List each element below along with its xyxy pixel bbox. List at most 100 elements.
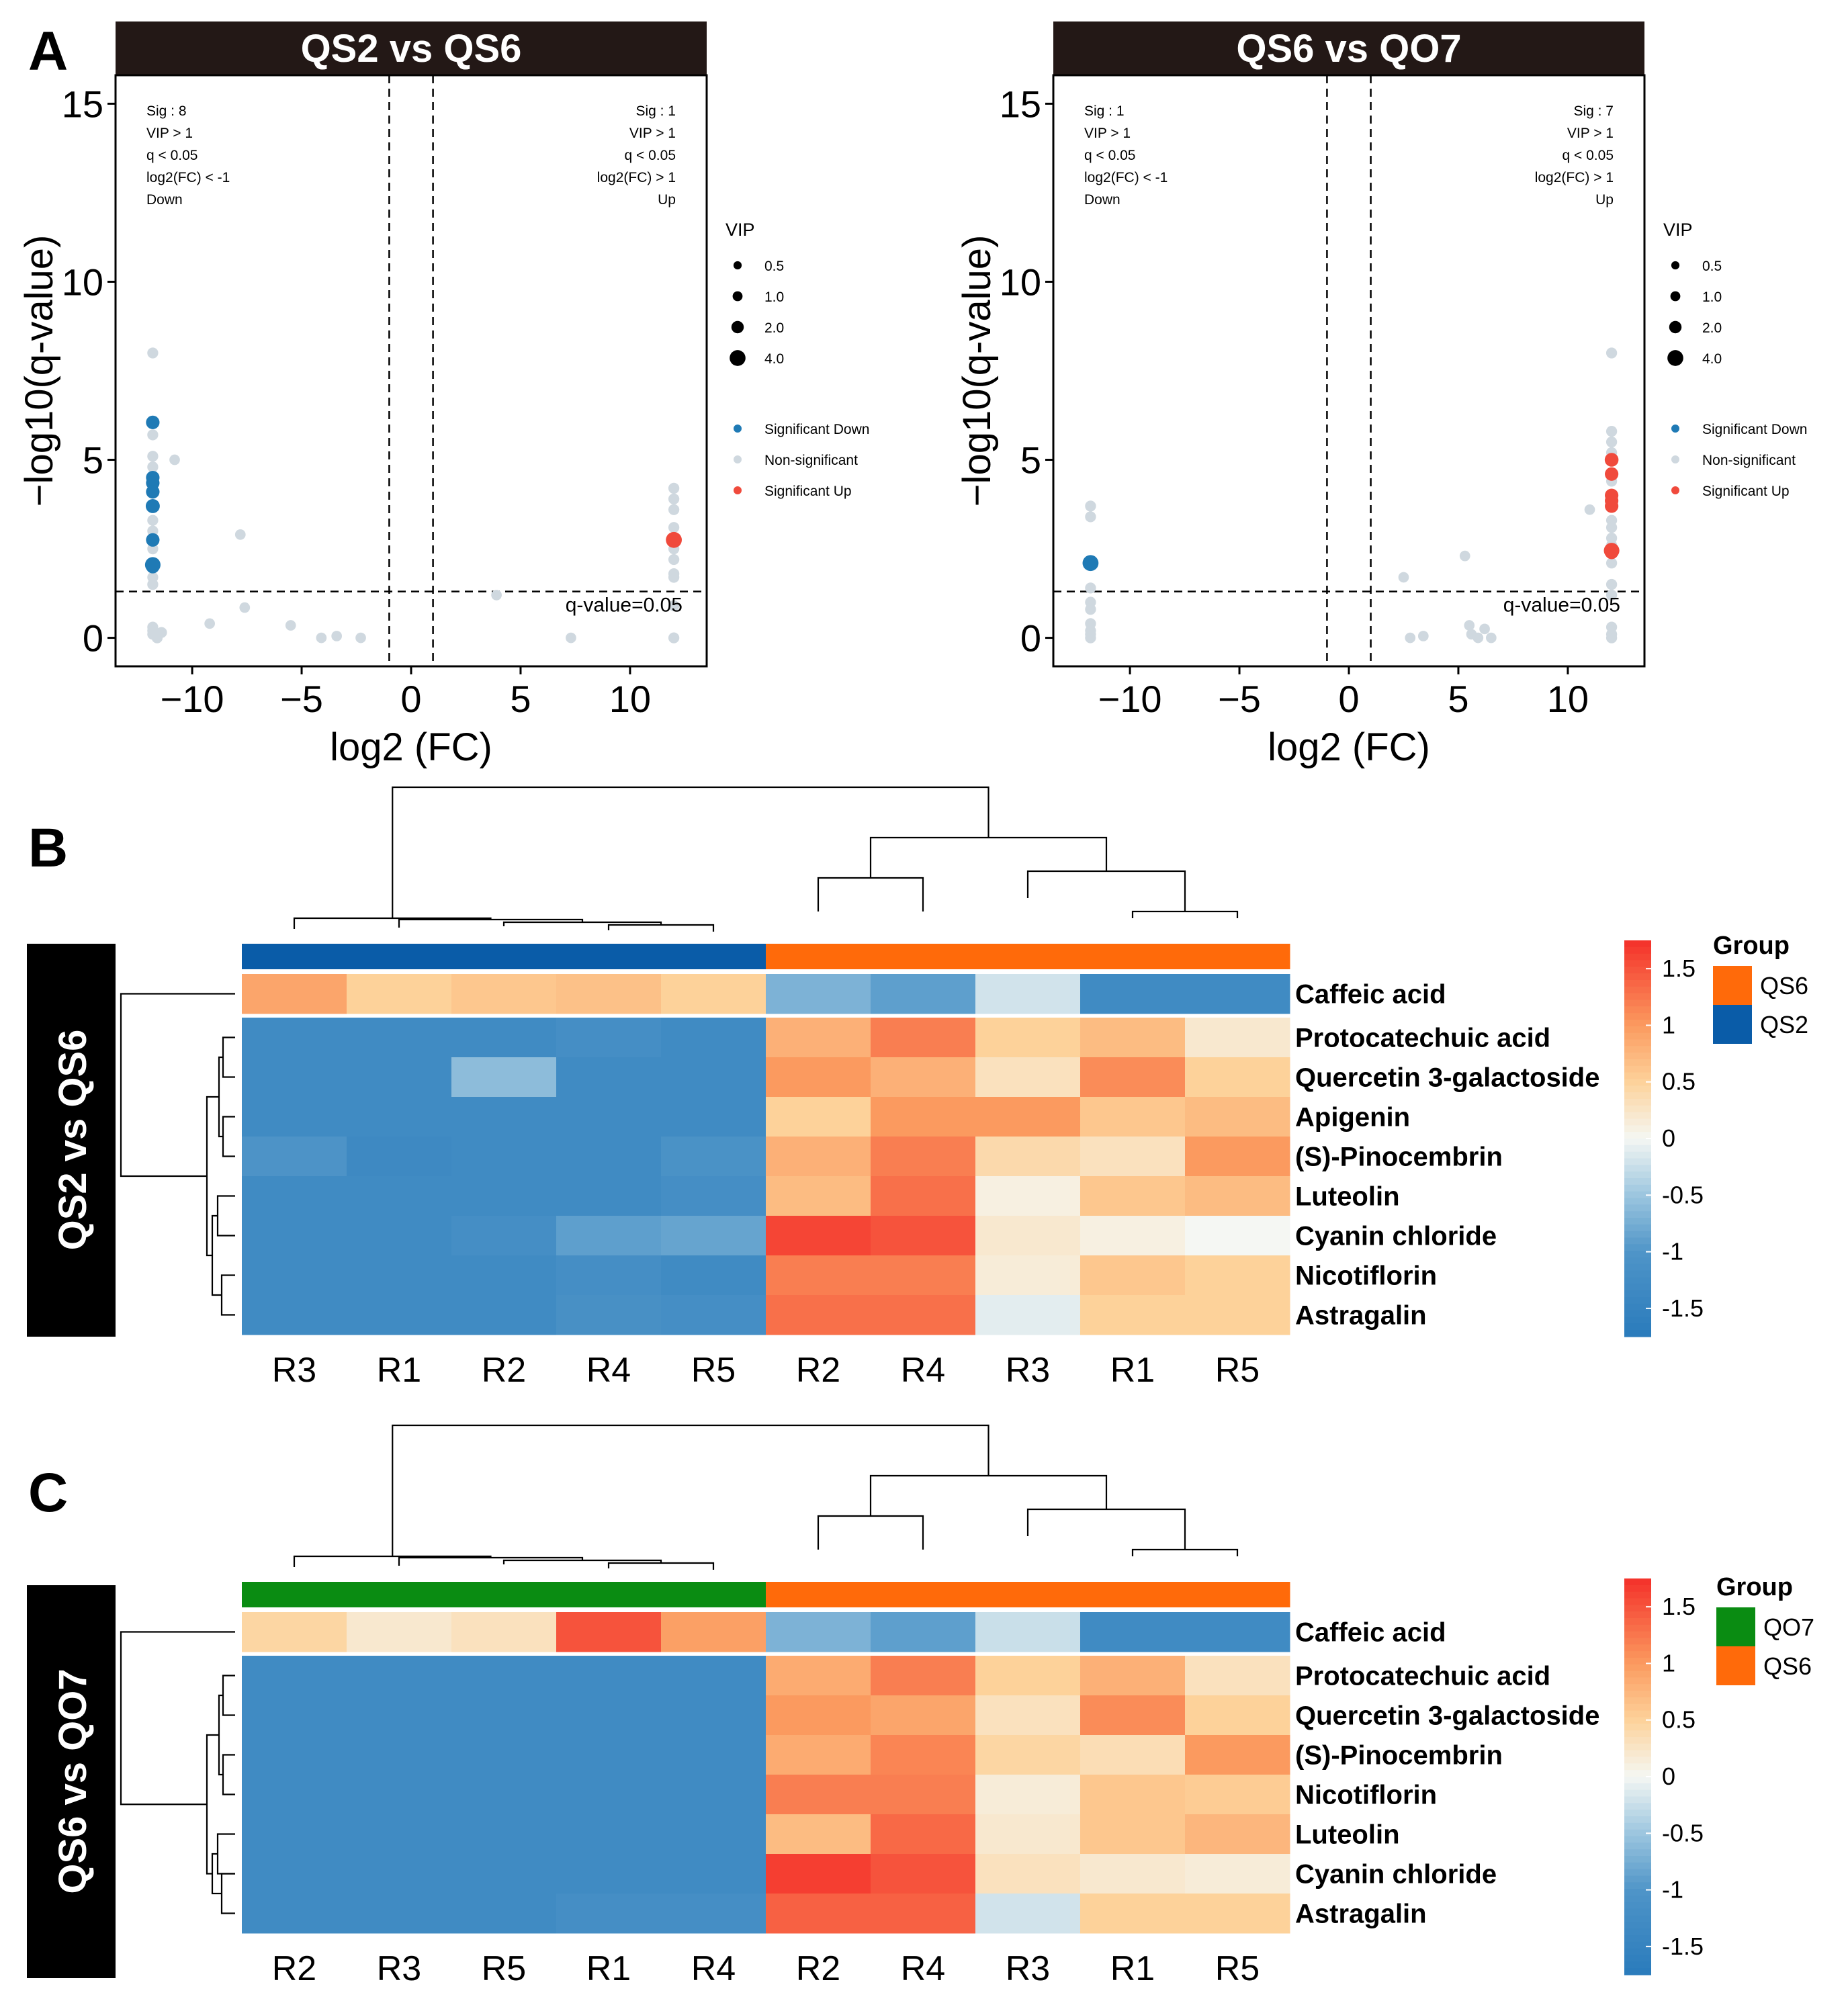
threshold-label: q-value=0.05 — [566, 594, 683, 617]
colorbar-segment — [1624, 1724, 1651, 1731]
row-label: Apigenin — [1295, 1103, 1410, 1132]
heatmap-cell — [661, 1097, 766, 1137]
panel-letter-b: B — [28, 817, 68, 879]
heatmap-cell — [242, 1612, 347, 1652]
colorbar-segment — [1624, 1158, 1651, 1165]
colorbar-segment — [1624, 1046, 1651, 1053]
heatmap-cell — [1185, 1894, 1290, 1934]
colorbar-segment — [1624, 1789, 1651, 1797]
heatmap-cell — [766, 1137, 871, 1177]
colorbar-segment — [1624, 1224, 1651, 1232]
legend-vip-dot — [1670, 291, 1681, 302]
colorbar-segment — [1624, 1310, 1651, 1318]
data-point — [1085, 604, 1096, 615]
data-point — [1405, 632, 1416, 643]
dendrogram-branch — [222, 1754, 235, 1795]
heatmap-cell — [1080, 1695, 1186, 1736]
colorbar-segment — [1624, 1204, 1651, 1212]
heatmap-cell — [1080, 1894, 1186, 1934]
colorbar-segment — [1624, 986, 1651, 994]
volcano-title: QS2 vs QS6 — [301, 27, 522, 71]
heatmap-cell — [451, 1176, 557, 1216]
data-point — [1472, 632, 1484, 643]
heatmap-cell — [661, 1695, 766, 1736]
heatmap-cell — [347, 1097, 452, 1137]
legend-vip-label: 4.0 — [1702, 351, 1722, 367]
heatmap-cell — [661, 1814, 766, 1855]
annotation-up: log2(FC) > 1 — [1535, 170, 1614, 185]
heatmap-cell — [242, 1735, 347, 1775]
y-tick-label: 15 — [62, 83, 103, 125]
legend-class-dot — [1671, 455, 1679, 463]
legend-vip-label: 0.5 — [764, 259, 784, 274]
heatmap-cell — [661, 1255, 766, 1296]
x-tick-label: −10 — [1098, 678, 1162, 720]
data-point — [147, 578, 159, 590]
data-point — [666, 531, 682, 548]
colorbar-segment — [1624, 1257, 1651, 1265]
annotation-down: VIP > 1 — [1084, 126, 1131, 141]
x-tick-label: 5 — [1448, 678, 1468, 720]
group-annotation-cell — [347, 1582, 452, 1607]
data-point — [668, 482, 680, 494]
heatmap-cell — [451, 1255, 557, 1296]
data-point — [146, 415, 160, 429]
dendrogram-branch — [392, 1424, 989, 1556]
colorbar-segment — [1624, 1132, 1651, 1139]
volcano-title: QS6 vs QO7 — [1236, 27, 1461, 71]
heatmap-cell — [1185, 1295, 1290, 1335]
heatmap-cell — [871, 1814, 976, 1855]
heatmap-cell — [347, 1216, 452, 1256]
heatmap-cell — [975, 1695, 1081, 1736]
data-point — [566, 632, 576, 643]
colorbar-segment — [1624, 1763, 1651, 1771]
heatmap-cell — [451, 974, 557, 1014]
group-annotation-cell — [347, 944, 452, 969]
colorbar-tick-label: 0.5 — [1662, 1068, 1696, 1096]
colorbar-segment — [1624, 1875, 1651, 1883]
annotation-up: q < 0.05 — [625, 148, 676, 163]
heatmap-cell — [1080, 1775, 1186, 1815]
colorbar-segment — [1624, 1270, 1651, 1278]
heatmap-cell — [1185, 1216, 1290, 1256]
legend-vip-label: 2.0 — [764, 320, 784, 336]
data-point — [147, 461, 159, 473]
annotation-down: Sig : 1 — [1084, 103, 1125, 119]
heatmap-cell — [871, 1695, 976, 1736]
heatmap-cell — [975, 1295, 1081, 1335]
volcano-plot-area — [1052, 74, 1646, 668]
heatmap-cell — [766, 1176, 871, 1216]
heatmap-cell — [1080, 1814, 1186, 1855]
heatmap-qs6-vs-qo7: QS6 vs QO7 Caffeic acid Protocatechuic ac… — [27, 1424, 1814, 1988]
heatmap-cell — [451, 1018, 557, 1058]
heatmap-cell — [871, 1854, 976, 1894]
legend-vip-label: 0.5 — [1702, 259, 1722, 274]
side-label: QS2 vs QS6 — [51, 1030, 95, 1251]
heatmap-cell — [556, 1057, 662, 1098]
heatmap-cell — [1185, 1176, 1290, 1216]
heatmap-cell — [242, 974, 347, 1014]
colorbar-segment — [1624, 960, 1651, 967]
colorbar-segment — [1624, 1105, 1651, 1113]
data-point — [1605, 499, 1619, 513]
colorbar-segment — [1624, 1598, 1651, 1605]
dendrogram-branch — [1026, 870, 1186, 911]
heatmap-cell — [556, 1854, 662, 1894]
row-label: Nicotiflorin — [1295, 1781, 1437, 1810]
annotation-up: VIP > 1 — [629, 126, 676, 141]
colorbar-tick-label: 1.5 — [1662, 1593, 1696, 1620]
colorbar-segment — [1624, 1624, 1651, 1632]
colorbar-segment — [1624, 1730, 1651, 1738]
dendrogram-branch — [392, 786, 989, 918]
side-label-box — [27, 944, 116, 1337]
heatmap-cell — [766, 1097, 871, 1137]
colorbar-segment — [1624, 1889, 1651, 1896]
dendrogram-branch — [817, 877, 924, 911]
group-annotation-cell — [766, 1582, 871, 1607]
heatmap-cell — [871, 1295, 976, 1335]
data-point — [1605, 558, 1618, 569]
heatmap-cell — [242, 1854, 347, 1894]
column-label: R2 — [796, 1351, 840, 1390]
colorbar-segment — [1624, 1251, 1651, 1258]
heatmap-cell — [556, 1216, 662, 1256]
